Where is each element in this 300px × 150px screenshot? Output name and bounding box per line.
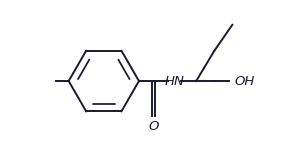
Text: OH: OH (234, 75, 255, 87)
Text: O: O (148, 120, 158, 133)
Text: HN: HN (164, 75, 184, 87)
